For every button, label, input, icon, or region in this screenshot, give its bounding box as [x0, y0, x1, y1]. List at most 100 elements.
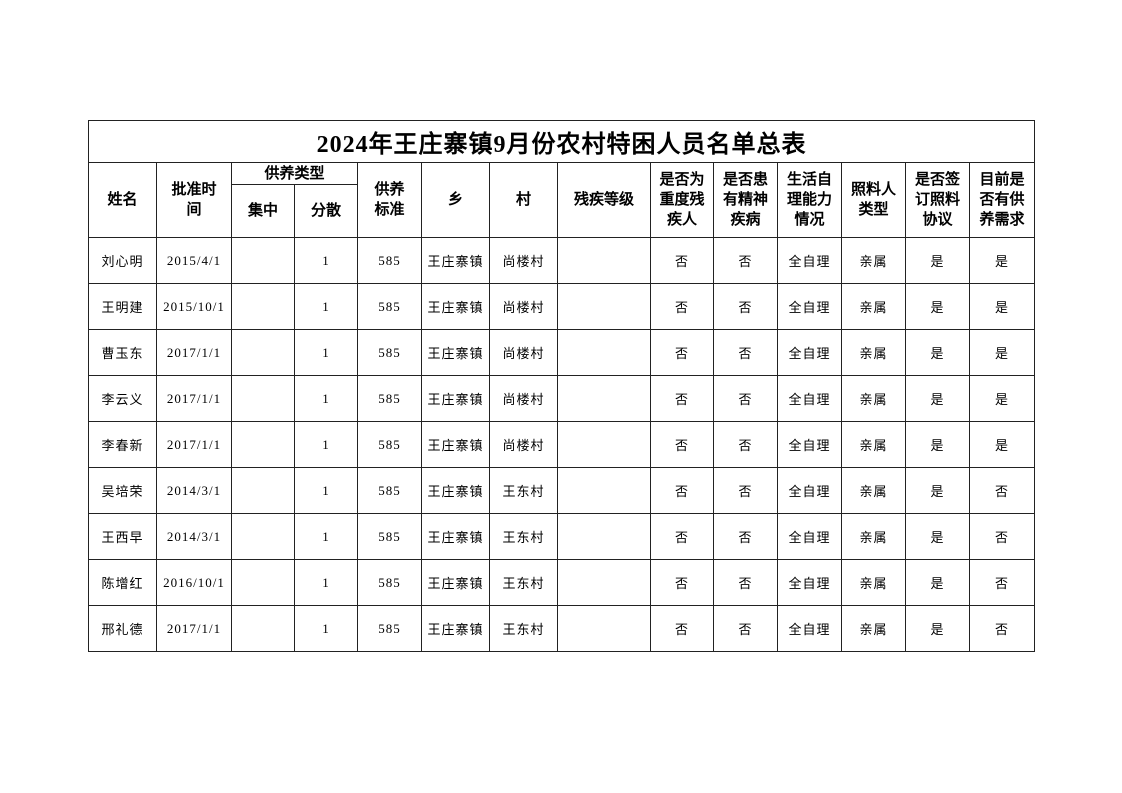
cell-agreement: 是 — [905, 375, 970, 422]
cell-dispersed: 1 — [294, 513, 358, 560]
cell-disability — [557, 605, 651, 652]
cell-mental: 否 — [713, 559, 778, 606]
cell-approved: 2016/10/1 — [156, 559, 232, 606]
cell-approved: 2015/4/1 — [156, 237, 232, 284]
cell-caretaker: 亲属 — [841, 375, 906, 422]
cell-severe: 否 — [650, 467, 714, 514]
roster-table: 2024年王庄寨镇9月份农村特困人员名单总表 姓名 批准时间 供养类型 供养标准… — [87, 120, 1036, 652]
cell-approved: 2015/10/1 — [156, 283, 232, 330]
header-need: 目前是否有供养需求 — [968, 162, 1036, 238]
cell-need: 是 — [968, 283, 1036, 330]
cell-approved: 2017/1/1 — [156, 421, 232, 468]
table-row: 王明建 2015/10/1 1 585 王庄寨镇 尚楼村否否全自理 亲属是是 — [88, 283, 1036, 330]
cell-standard: 585 — [357, 421, 422, 468]
cell-disability — [557, 559, 651, 606]
cell-name: 王明建 — [88, 283, 157, 330]
cell-name: 曹玉东 — [88, 329, 157, 376]
cell-standard: 585 — [357, 237, 422, 284]
cell-need: 否 — [968, 605, 1036, 652]
cell-centralized — [231, 237, 295, 284]
cell-approved: 2014/3/1 — [156, 467, 232, 514]
cell-township: 王庄寨镇 — [421, 329, 490, 376]
cell-name: 李春新 — [88, 421, 157, 468]
table-row: 吴培荣 2014/3/1 1 585 王庄寨镇 王东村否否全自理 亲属是否 — [88, 467, 1036, 514]
cell-village: 尚楼村 — [489, 375, 558, 422]
cell-approved: 2017/1/1 — [156, 605, 232, 652]
cell-agreement: 是 — [905, 329, 970, 376]
cell-centralized — [231, 329, 295, 376]
cell-township: 王庄寨镇 — [421, 559, 490, 606]
header-township: 乡 — [421, 162, 490, 238]
cell-name: 李云义 — [88, 375, 157, 422]
cell-agreement: 是 — [905, 513, 970, 560]
cell-selfcare: 全自理 — [777, 513, 842, 560]
cell-name: 陈增红 — [88, 559, 157, 606]
cell-mental: 否 — [713, 375, 778, 422]
cell-name: 刘心明 — [88, 237, 157, 284]
header-support-type: 供养类型 — [231, 162, 358, 185]
cell-dispersed: 1 — [294, 559, 358, 606]
cell-dispersed: 1 — [294, 421, 358, 468]
cell-mental: 否 — [713, 329, 778, 376]
header-caretaker: 照料人类型 — [841, 162, 906, 238]
cell-selfcare: 全自理 — [777, 559, 842, 606]
header-mental: 是否患有精神疾病 — [713, 162, 778, 238]
cell-caretaker: 亲属 — [841, 513, 906, 560]
cell-village: 王东村 — [489, 559, 558, 606]
table-row: 李春新 2017/1/1 1 585 王庄寨镇 尚楼村否否全自理 亲属是是 — [88, 421, 1036, 468]
header-severe: 是否为重度残疾人 — [650, 162, 714, 238]
cell-selfcare: 全自理 — [777, 605, 842, 652]
cell-need: 是 — [968, 329, 1036, 376]
cell-approved: 2014/3/1 — [156, 513, 232, 560]
header-agreement: 是否签订照料协议 — [905, 162, 970, 238]
cell-disability — [557, 283, 651, 330]
cell-selfcare: 全自理 — [777, 237, 842, 284]
cell-need: 是 — [968, 237, 1036, 284]
cell-disability — [557, 329, 651, 376]
cell-agreement: 是 — [905, 237, 970, 284]
cell-agreement: 是 — [905, 559, 970, 606]
cell-village: 尚楼村 — [489, 329, 558, 376]
table-row: 陈增红 2016/10/1 1 585 王庄寨镇 王东村否否全自理 亲属是否 — [88, 559, 1036, 606]
cell-dispersed: 1 — [294, 329, 358, 376]
cell-disability — [557, 513, 651, 560]
cell-agreement: 是 — [905, 421, 970, 468]
cell-mental: 否 — [713, 605, 778, 652]
cell-township: 王庄寨镇 — [421, 467, 490, 514]
cell-village: 尚楼村 — [489, 283, 558, 330]
cell-centralized — [231, 283, 295, 330]
cell-severe: 否 — [650, 375, 714, 422]
header-name: 姓名 — [88, 162, 157, 238]
cell-township: 王庄寨镇 — [421, 237, 490, 284]
cell-selfcare: 全自理 — [777, 467, 842, 514]
cell-caretaker: 亲属 — [841, 237, 906, 284]
cell-agreement: 是 — [905, 605, 970, 652]
cell-village: 尚楼村 — [489, 237, 558, 284]
cell-dispersed: 1 — [294, 467, 358, 514]
cell-standard: 585 — [357, 605, 422, 652]
cell-standard: 585 — [357, 375, 422, 422]
cell-village: 王东村 — [489, 467, 558, 514]
cell-severe: 否 — [650, 559, 714, 606]
cell-caretaker: 亲属 — [841, 559, 906, 606]
cell-township: 王庄寨镇 — [421, 283, 490, 330]
table-row: 曹玉东 2017/1/1 1 585 王庄寨镇 尚楼村否否全自理 亲属是是 — [88, 329, 1036, 376]
cell-standard: 585 — [357, 513, 422, 560]
cell-centralized — [231, 375, 295, 422]
cell-centralized — [231, 421, 295, 468]
cell-disability — [557, 237, 651, 284]
cell-need: 否 — [968, 513, 1036, 560]
cell-standard: 585 — [357, 329, 422, 376]
cell-village: 王东村 — [489, 605, 558, 652]
cell-disability — [557, 375, 651, 422]
cell-mental: 否 — [713, 237, 778, 284]
header-standard: 供养标准 — [357, 162, 422, 238]
cell-name: 王西早 — [88, 513, 157, 560]
table-title: 2024年王庄寨镇9月份农村特困人员名单总表 — [87, 120, 1036, 163]
cell-name: 邢礼德 — [88, 605, 157, 652]
cell-disability — [557, 421, 651, 468]
header-selfcare: 生活自理能力情况 — [777, 162, 842, 238]
cell-mental: 否 — [713, 283, 778, 330]
cell-centralized — [231, 513, 295, 560]
cell-caretaker: 亲属 — [841, 421, 906, 468]
